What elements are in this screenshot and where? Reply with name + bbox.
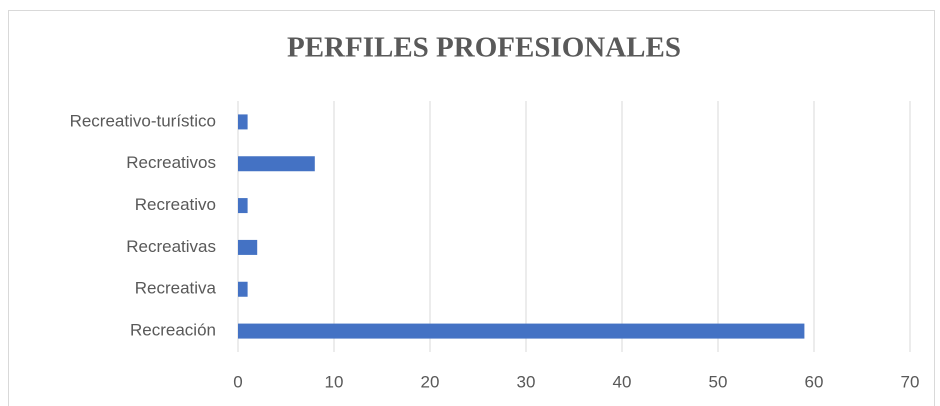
chart-title: PERFILES PROFESIONALES [287, 32, 681, 64]
y-tick-label: Recreativo-turístico [70, 111, 216, 130]
x-tick-label: 0 [233, 372, 242, 391]
bar [238, 114, 248, 130]
y-tick-label: Recreativo [135, 195, 216, 214]
x-tick-label: 10 [325, 372, 344, 391]
y-tick-label: Recreación [130, 321, 216, 340]
chart-frame [8, 10, 935, 406]
y-tick-label: Recreativa [135, 279, 217, 298]
bar [238, 198, 248, 214]
x-tick-label: 20 [421, 372, 440, 391]
x-tick-label: 30 [517, 372, 536, 391]
bar [238, 156, 315, 172]
bar [238, 323, 805, 339]
x-tick-label: 50 [709, 372, 728, 391]
x-tick-label: 40 [613, 372, 632, 391]
x-tick-label: 60 [805, 372, 824, 391]
x-tick-label: 70 [901, 372, 920, 391]
y-tick-label: Recreativos [126, 153, 216, 172]
bar [238, 281, 248, 297]
y-tick-label: Recreativas [126, 237, 216, 256]
bar [238, 239, 258, 255]
